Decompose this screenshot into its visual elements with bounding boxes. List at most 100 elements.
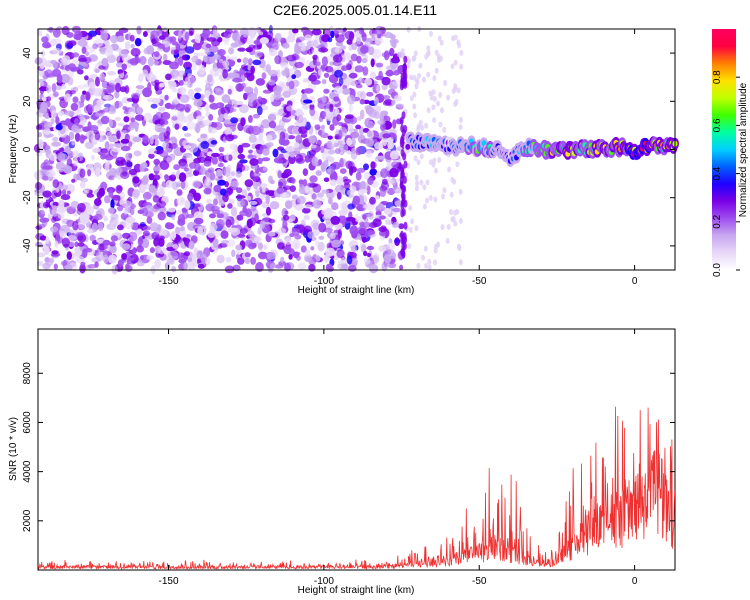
noise-blob — [394, 94, 402, 102]
noise-blob — [322, 160, 329, 168]
noise-blob — [77, 233, 87, 243]
noise-blob — [138, 184, 146, 193]
noise-blob — [320, 124, 325, 130]
noise-blob — [147, 56, 154, 67]
noise-blob — [249, 200, 258, 205]
noise-blob — [148, 153, 155, 159]
noise-blob — [271, 42, 280, 48]
noise-blob — [241, 82, 246, 89]
noise-blob — [52, 179, 60, 189]
noise-blob — [119, 191, 125, 200]
noise-blob — [320, 145, 325, 154]
noise-blob — [403, 221, 408, 230]
noise-blob — [183, 167, 189, 172]
noise-blob — [351, 147, 356, 155]
noise-blob — [150, 30, 160, 38]
noise-blob — [64, 264, 73, 271]
noise-blob — [368, 46, 374, 56]
noise-blob — [138, 236, 144, 246]
noise-blob — [126, 257, 135, 262]
noise-blob — [382, 178, 388, 185]
noise-blob — [183, 262, 188, 270]
noise-blob — [414, 174, 419, 181]
noise-blob — [372, 218, 382, 228]
noise-blob — [140, 177, 149, 185]
noise-blob — [327, 135, 333, 140]
noise-blob — [178, 56, 184, 66]
noise-blob — [324, 66, 334, 73]
noise-blob — [366, 252, 372, 258]
noise-blob — [160, 118, 166, 128]
noise-blob — [424, 122, 429, 129]
noise-blob — [348, 72, 358, 79]
noise-blob — [279, 193, 290, 199]
noise-blob — [419, 179, 424, 186]
noise-blob — [303, 88, 314, 94]
noise-blob — [80, 181, 86, 189]
noise-blob — [449, 209, 453, 215]
noise-blob — [177, 30, 182, 39]
noise-blob — [389, 47, 395, 57]
noise-blob — [332, 116, 339, 126]
noise-blob — [174, 49, 180, 55]
noise-blob — [222, 193, 229, 203]
noise-blob — [142, 134, 149, 144]
noise-blob — [87, 106, 93, 114]
noise-blob — [209, 213, 216, 219]
noise-blob — [369, 71, 377, 79]
noise-blob — [377, 34, 382, 39]
noise-blob — [41, 96, 47, 102]
noise-blob — [103, 254, 109, 264]
noise-blob — [323, 28, 332, 38]
noise-blob — [219, 188, 227, 196]
noise-blob — [278, 181, 283, 189]
noise-blob — [203, 187, 212, 195]
noise-blob — [386, 242, 395, 250]
noise-blob — [187, 89, 195, 97]
colorbar-tick-label: 0.8 — [712, 70, 723, 84]
noise-blob — [67, 235, 77, 242]
noise-blob — [453, 59, 458, 66]
noise-blob — [359, 98, 365, 105]
noise-blob — [401, 247, 406, 256]
noise-blob — [403, 55, 408, 64]
noise-blob — [414, 77, 419, 84]
noise-blob — [366, 245, 375, 251]
noise-blob — [78, 57, 88, 63]
noise-blob — [437, 157, 442, 163]
noise-blob — [51, 83, 57, 93]
noise-blob — [124, 219, 134, 230]
noise-blob — [230, 42, 239, 48]
noise-blob — [371, 255, 380, 265]
noise-blob — [261, 72, 267, 80]
noise-blob — [367, 177, 374, 186]
noise-blob — [372, 48, 382, 59]
noise-blob — [259, 37, 269, 45]
noise-blob — [381, 76, 391, 86]
noise-blob — [191, 55, 199, 63]
noise-blob — [358, 181, 369, 191]
noise-blob — [341, 188, 347, 196]
noise-blob — [414, 185, 419, 192]
noise-blob — [395, 103, 404, 108]
noise-blob — [116, 185, 123, 191]
noise-blob — [331, 239, 341, 248]
noise-blob — [429, 30, 433, 37]
noise-blob — [86, 193, 95, 198]
noise-blob — [400, 191, 405, 200]
noise-blob — [70, 200, 80, 209]
noise-blob — [384, 98, 393, 106]
noise-blob — [46, 84, 52, 93]
noise-blob — [399, 116, 404, 125]
noise-blob — [413, 155, 418, 162]
noise-blob — [347, 94, 356, 105]
noise-blob — [223, 120, 232, 125]
noise-blob — [51, 216, 57, 223]
colorbar-tick-label: 0.6 — [712, 118, 723, 132]
noise-blob — [333, 96, 340, 102]
noise-blob — [242, 57, 249, 65]
noise-blob — [134, 38, 142, 47]
noise-blob — [359, 109, 365, 120]
noise-blob — [174, 236, 183, 244]
noise-blob — [426, 107, 431, 114]
